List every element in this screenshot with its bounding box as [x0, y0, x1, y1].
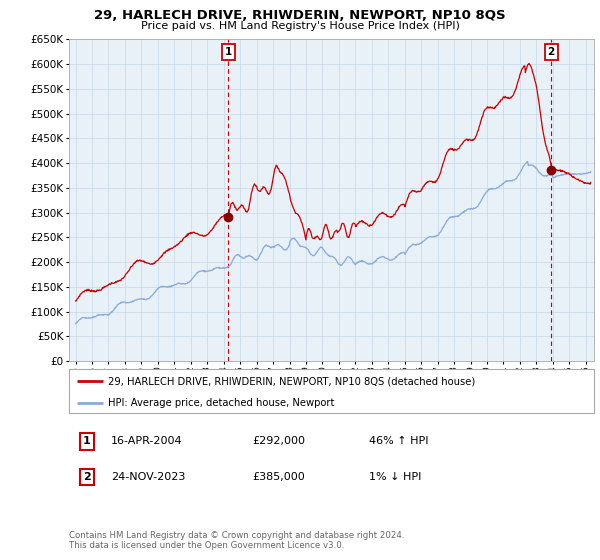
Text: 1: 1	[83, 436, 91, 446]
Text: Price paid vs. HM Land Registry's House Price Index (HPI): Price paid vs. HM Land Registry's House …	[140, 21, 460, 31]
Text: 29, HARLECH DRIVE, RHIWDERIN, NEWPORT, NP10 8QS (detached house): 29, HARLECH DRIVE, RHIWDERIN, NEWPORT, N…	[109, 376, 476, 386]
Text: £385,000: £385,000	[252, 472, 305, 482]
Text: 29, HARLECH DRIVE, RHIWDERIN, NEWPORT, NP10 8QS: 29, HARLECH DRIVE, RHIWDERIN, NEWPORT, N…	[94, 9, 506, 22]
Text: Contains HM Land Registry data © Crown copyright and database right 2024.
This d: Contains HM Land Registry data © Crown c…	[69, 530, 404, 550]
Text: 24-NOV-2023: 24-NOV-2023	[111, 472, 185, 482]
Text: 2: 2	[83, 472, 91, 482]
Text: 2: 2	[548, 47, 555, 57]
Text: 1: 1	[225, 47, 232, 57]
Text: 16-APR-2004: 16-APR-2004	[111, 436, 182, 446]
Text: HPI: Average price, detached house, Newport: HPI: Average price, detached house, Newp…	[109, 398, 335, 408]
Text: £292,000: £292,000	[252, 436, 305, 446]
Text: 1% ↓ HPI: 1% ↓ HPI	[369, 472, 421, 482]
Text: 46% ↑ HPI: 46% ↑ HPI	[369, 436, 428, 446]
